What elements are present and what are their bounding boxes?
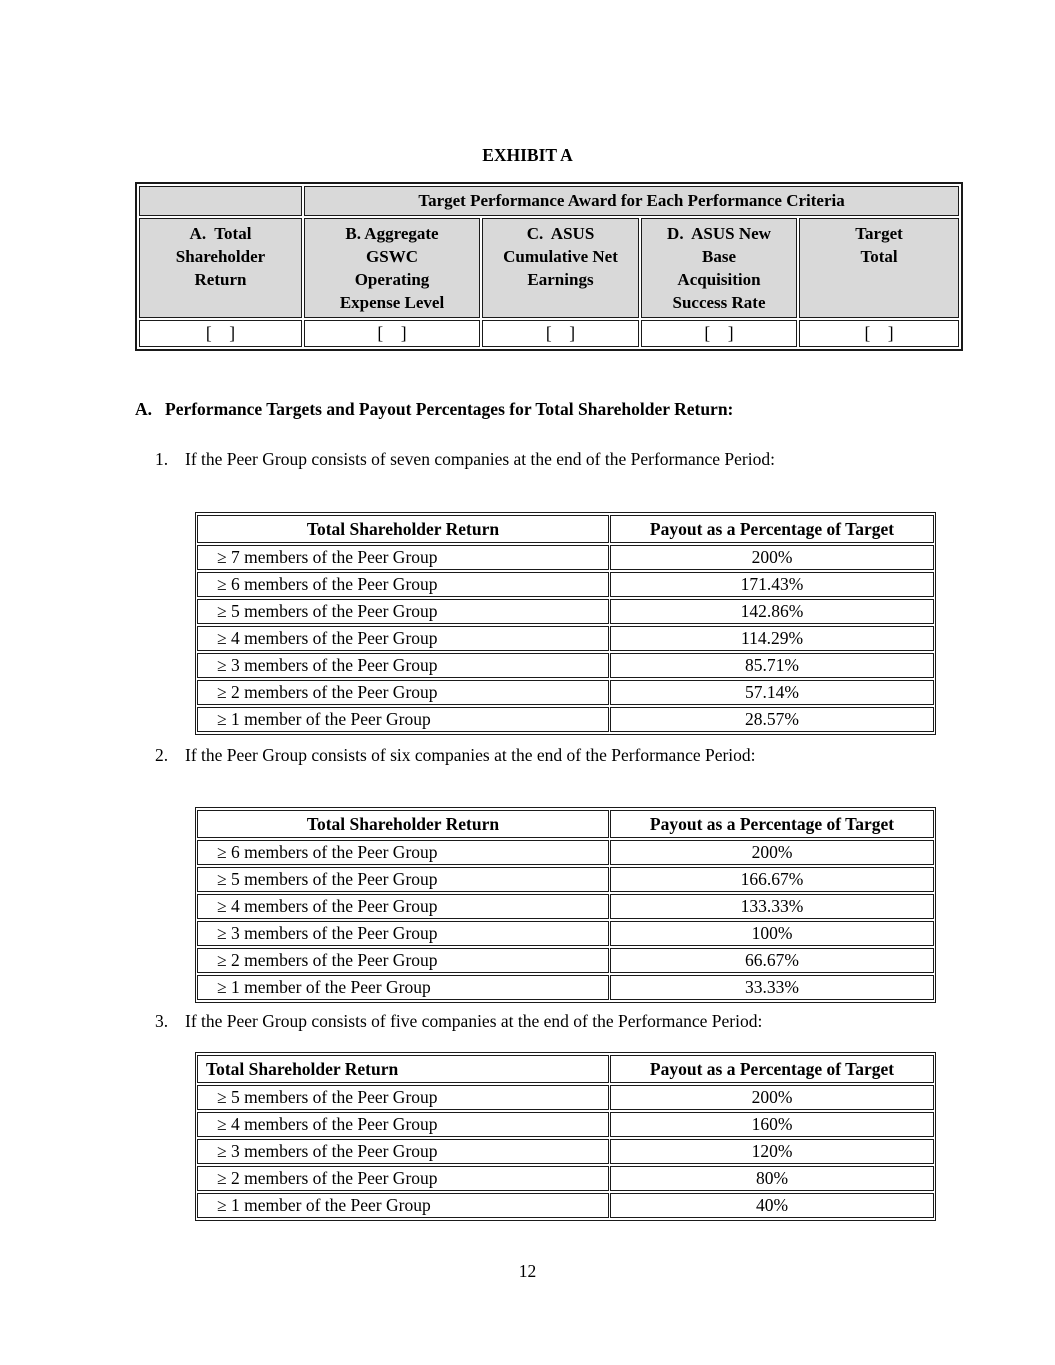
criteria-cell: ≥ 5 members of the Peer Group [197,1085,609,1110]
item-number: 1. [155,449,169,469]
item-intro-2: 2. If the Peer Group consists of six com… [155,744,965,766]
payout-cell: 100% [610,921,934,946]
payout-table-six-companies: Total Shareholder Return Payout as a Per… [195,807,936,1003]
table-row: ≥ 6 members of the Peer Group 171.43% [197,572,934,597]
corner-cell [139,186,302,216]
payout-cell: 200% [610,545,934,570]
table-row: ≥ 4 members of the Peer Group 133.33% [197,894,934,919]
payout-cell: 142.86% [610,599,934,624]
criteria-cell: ≥ 4 members of the Peer Group [197,894,609,919]
payout-cell: 200% [610,1085,934,1110]
item-text: If the Peer Group consists of five compa… [185,1011,763,1031]
criteria-cell: ≥ 1 member of the Peer Group [197,1193,609,1218]
criteria-cell: ≥ 4 members of the Peer Group [197,626,609,651]
criteria-cell: ≥ 1 member of the Peer Group [197,707,609,732]
item-text: If the Peer Group consists of seven comp… [185,449,775,469]
payout-column-header: Payout as a Percentage of Target [610,515,934,543]
payout-cell: 114.29% [610,626,934,651]
table-row: ≥ 2 members of the Peer Group 80% [197,1166,934,1191]
item-intro-1: 1. If the Peer Group consists of seven c… [155,448,965,470]
criteria-cell: ≥ 1 member of the Peer Group [197,975,609,1000]
section-heading-text: Performance Targets and Payout Percentag… [165,399,734,419]
award-col-header-acquisition: D. ASUS New Base Acquisition Success Rat… [641,218,797,318]
payout-cell: 120% [610,1139,934,1164]
payout-table-five-companies: Total Shareholder Return Payout as a Per… [195,1052,936,1221]
criteria-cell: ≥ 3 members of the Peer Group [197,921,609,946]
section-letter: A. [135,399,153,419]
payout-cell: 133.33% [610,894,934,919]
payout-cell: 160% [610,1112,934,1137]
table-row: ≥ 5 members of the Peer Group 166.67% [197,867,934,892]
payout-cell: 171.43% [610,572,934,597]
payout-cell: 166.67% [610,867,934,892]
award-value-expense: [ ] [304,320,480,347]
page-number: 12 [518,1261,537,1281]
item-number: 2. [155,745,169,765]
criteria-cell: ≥ 3 members of the Peer Group [197,1139,609,1164]
table-row: ≥ 4 members of the Peer Group 160% [197,1112,934,1137]
table-row: ≥ 3 members of the Peer Group 85.71% [197,653,934,678]
table-row: ≥ 5 members of the Peer Group 142.86% [197,599,934,624]
payout-cell: 28.57% [610,707,934,732]
table-header-row: Total Shareholder Return Payout as a Per… [197,515,934,543]
table-row: ≥ 1 member of the Peer Group 33.33% [197,975,934,1000]
table-row: ≥ 5 members of the Peer Group 200% [197,1085,934,1110]
award-value-acquisition: [ ] [641,320,797,347]
table-row: ≥ 2 members of the Peer Group 66.67% [197,948,934,973]
item-intro-3: 3. If the Peer Group consists of five co… [155,1010,965,1032]
payout-cell: 66.67% [610,948,934,973]
table-header-row: Total Shareholder Return Payout as a Per… [197,810,934,838]
item-number: 3. [155,1011,169,1031]
payout-column-header: Payout as a Percentage of Target [610,1055,934,1083]
criteria-cell: ≥ 3 members of the Peer Group [197,653,609,678]
payout-cell: 80% [610,1166,934,1191]
payout-cell: 57.14% [610,680,934,705]
table-row: ≥ 1 member of the Peer Group 28.57% [197,707,934,732]
payout-cell: 40% [610,1193,934,1218]
criteria-cell: ≥ 2 members of the Peer Group [197,680,609,705]
criteria-cell: ≥ 6 members of the Peer Group [197,572,609,597]
tsr-column-header: Total Shareholder Return [197,1055,609,1083]
section-a-heading: A. Performance Targets and Payout Percen… [135,398,965,420]
payout-column-header: Payout as a Percentage of Target [610,810,934,838]
table-row: ≥ 1 member of the Peer Group 40% [197,1193,934,1218]
table-row: ≥ 6 members of the Peer Group 200% [197,840,934,865]
table-row: ≥ 4 members of the Peer Group 114.29% [197,626,934,651]
tsr-column-header: Total Shareholder Return [197,810,609,838]
award-value-target-total: [ ] [799,320,960,347]
item-text: If the Peer Group consists of six compan… [185,745,756,765]
table-row: ≥ 2 members of the Peer Group 57.14% [197,680,934,705]
award-col-header-target-total: Target Total [799,218,960,318]
payout-table-seven-companies: Total Shareholder Return Payout as a Per… [195,512,936,735]
tsr-column-header: Total Shareholder Return [197,515,609,543]
criteria-cell: ≥ 2 members of the Peer Group [197,1166,609,1191]
award-value-earnings: [ ] [482,320,639,347]
table-row: ≥ 3 members of the Peer Group 120% [197,1139,934,1164]
criteria-group-header: Target Performance Award for Each Perfor… [304,186,960,216]
criteria-cell: ≥ 6 members of the Peer Group [197,840,609,865]
table-row: ≥ 7 members of the Peer Group 200% [197,545,934,570]
award-col-header-expense: B. Aggregate GSWC Operating Expense Leve… [304,218,480,318]
criteria-cell: ≥ 7 members of the Peer Group [197,545,609,570]
table-row: ≥ 3 members of the Peer Group 100% [197,921,934,946]
criteria-cell: ≥ 2 members of the Peer Group [197,948,609,973]
criteria-cell: ≥ 5 members of the Peer Group [197,867,609,892]
award-col-header-tsr: A. Total Shareholder Return [139,218,302,318]
payout-cell: 85.71% [610,653,934,678]
criteria-cell: ≥ 4 members of the Peer Group [197,1112,609,1137]
award-value-tsr: [ ] [139,320,302,347]
criteria-cell: ≥ 5 members of the Peer Group [197,599,609,624]
target-award-table: Target Performance Award for Each Perfor… [135,182,964,351]
award-col-header-earnings: C. ASUS Cumulative Net Earnings [482,218,639,318]
payout-cell: 200% [610,840,934,865]
table-header-row: Total Shareholder Return Payout as a Per… [197,1055,934,1083]
payout-cell: 33.33% [610,975,934,1000]
exhibit-title: EXHIBIT A [482,145,573,165]
